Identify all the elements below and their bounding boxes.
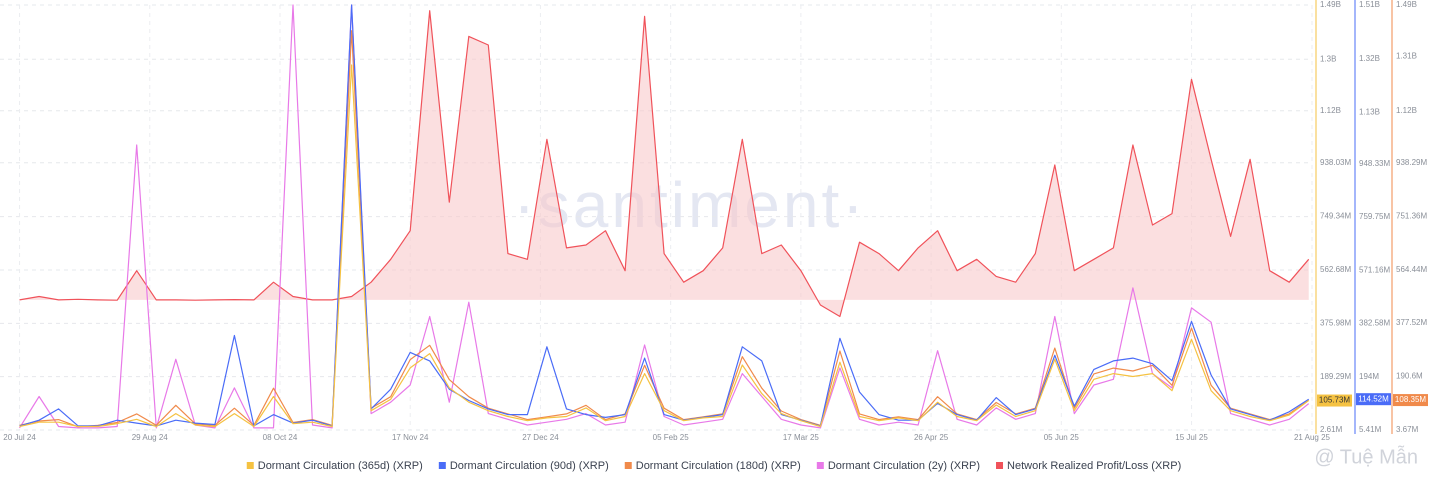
y-tick-label: 1.49B bbox=[1396, 0, 1417, 9]
series-line bbox=[19, 10, 1310, 318]
value-label: 105.73M bbox=[1319, 396, 1350, 405]
y-tick-label: 1.3B bbox=[1320, 54, 1336, 63]
legend-label: Dormant Circulation (180d) (XRP) bbox=[636, 460, 801, 472]
y-tick-label: 759.75M bbox=[1359, 212, 1390, 221]
value-label-box bbox=[1317, 394, 1352, 407]
y-tick-label: 1.13B bbox=[1359, 107, 1380, 116]
x-tick-label: 26 Apr 25 bbox=[914, 433, 949, 442]
x-tick-label: 17 Mar 25 bbox=[783, 433, 820, 442]
legend-label: Dormant Circulation (2y) (XRP) bbox=[828, 460, 980, 472]
y-tick-label: 948.33M bbox=[1359, 159, 1390, 168]
series-line bbox=[19, 4, 1310, 427]
x-tick-label: 15 Jul 25 bbox=[1175, 433, 1208, 442]
value-label-box bbox=[1393, 394, 1428, 407]
legend-swatch bbox=[996, 462, 1004, 469]
legend-label: Dormant Circulation (90d) (XRP) bbox=[450, 460, 609, 472]
legend-label: Dormant Circulation (365d) (XRP) bbox=[258, 460, 423, 472]
y-tick-label: 1.31B bbox=[1396, 52, 1417, 61]
legend-label: Network Realized Profit/Loss (XRP) bbox=[1007, 460, 1181, 472]
x-tick-label: 05 Jun 25 bbox=[1044, 433, 1080, 442]
x-tick-label: 21 Aug 25 bbox=[1294, 433, 1331, 442]
x-tick-label: 17 Nov 24 bbox=[392, 433, 429, 442]
y-tick-label: 3.67M bbox=[1396, 425, 1419, 434]
y-tick-label: 1.51B bbox=[1359, 0, 1380, 9]
value-label: 114.52M bbox=[1358, 394, 1389, 403]
watermark: ·santiment· bbox=[513, 169, 866, 241]
y-tick-label: 375.98M bbox=[1320, 318, 1351, 327]
y-tick-label: 2.61M bbox=[1320, 425, 1343, 434]
y-tick-label: 377.52M bbox=[1396, 318, 1427, 327]
y-tick-label: 938.29M bbox=[1396, 158, 1427, 167]
y-tick-label: 749.34M bbox=[1320, 212, 1351, 221]
value-label: 108.35M bbox=[1395, 395, 1426, 404]
y-tick-label: 564.44M bbox=[1396, 265, 1427, 274]
y-tick-label: 938.03M bbox=[1320, 158, 1351, 167]
area bbox=[19, 10, 1309, 317]
y-tick-label: 1.12B bbox=[1396, 106, 1417, 115]
x-tick-label: 20 Jul 24 bbox=[3, 433, 36, 442]
legend-swatch bbox=[624, 462, 632, 469]
legend-swatch bbox=[816, 462, 824, 469]
series-line bbox=[19, 64, 1310, 428]
y-tick-label: 751.36M bbox=[1396, 211, 1427, 220]
legend-swatch bbox=[438, 462, 446, 469]
y-tick-label: 1.49B bbox=[1320, 0, 1341, 9]
y-tick-label: 190.6M bbox=[1396, 372, 1423, 381]
series-line bbox=[19, 30, 1310, 428]
y-tick-label: 571.16M bbox=[1359, 265, 1390, 274]
y-tick-label: 1.12B bbox=[1320, 106, 1341, 115]
x-tick-label: 27 Dec 24 bbox=[522, 433, 559, 442]
y-tick-label: 1.32B bbox=[1359, 54, 1380, 63]
x-tick-label: 29 Aug 24 bbox=[132, 433, 169, 442]
series-line bbox=[18, 4, 1310, 429]
legend: Dormant Circulation (365d) (XRP) Dormant … bbox=[246, 460, 1181, 472]
x-tick-label: 08 Oct 24 bbox=[263, 433, 298, 442]
y-tick-label: 562.68M bbox=[1320, 265, 1351, 274]
credit: @ Tuệ Mẫn bbox=[1314, 445, 1418, 468]
y-tick-label: 194M bbox=[1359, 372, 1379, 381]
legend-swatch bbox=[246, 462, 254, 469]
value-label-box bbox=[1356, 393, 1391, 406]
y-tick-label: 5.41M bbox=[1359, 425, 1382, 434]
y-tick-label: 189.29M bbox=[1320, 372, 1351, 381]
x-tick-label: 05 Feb 25 bbox=[653, 433, 690, 442]
y-tick-label: 382.58M bbox=[1359, 319, 1390, 328]
